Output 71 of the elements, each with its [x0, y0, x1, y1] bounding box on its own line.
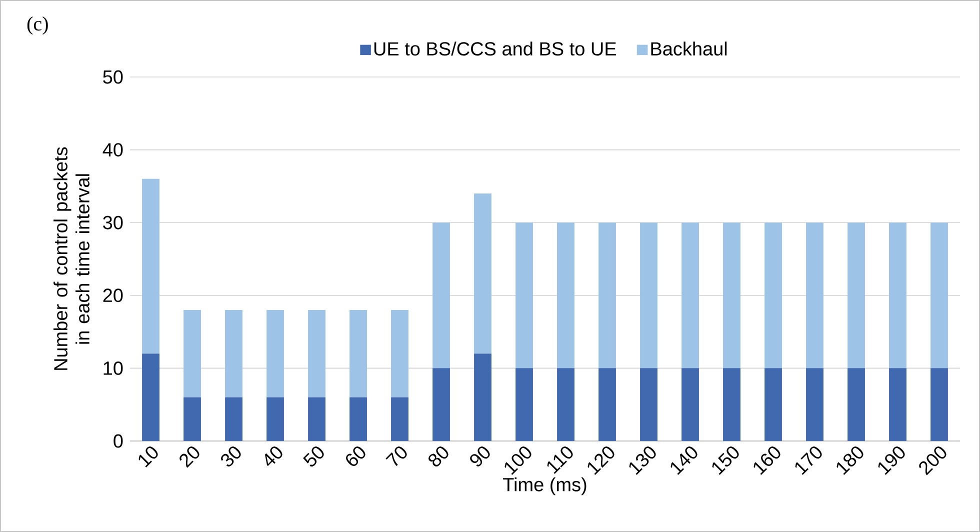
- bar: [598, 222, 616, 368]
- bar: [225, 397, 242, 441]
- bar: [516, 222, 533, 368]
- bar: [557, 368, 574, 441]
- x-tick-label: 170: [795, 446, 822, 475]
- x-tick-label: 100: [504, 446, 532, 475]
- x-tick-label: 130: [629, 446, 656, 475]
- bar: [184, 310, 201, 398]
- x-tick-label: 110: [547, 446, 573, 474]
- y-tick-label: 20: [103, 288, 123, 302]
- bar: [848, 368, 865, 441]
- bar: [266, 397, 284, 441]
- bar: [930, 222, 948, 368]
- bar: [308, 397, 326, 441]
- y-tick-label: 50: [103, 70, 123, 84]
- x-axis-title: Time (ms): [503, 477, 586, 496]
- bar: [350, 310, 367, 398]
- x-tick-label: 140: [670, 446, 698, 475]
- bar: [806, 368, 824, 441]
- bar: [889, 368, 906, 441]
- y-tick-label: 40: [102, 143, 123, 157]
- bar: [806, 222, 824, 368]
- bar: [432, 222, 450, 368]
- x-tick-label: 90: [470, 446, 490, 466]
- x-tick-label: 50: [303, 446, 324, 466]
- x-tick-label: 40: [264, 446, 282, 466]
- x-tick-label: 70: [386, 446, 407, 466]
- x-tick-label: 60: [346, 446, 366, 466]
- bar: [308, 310, 326, 398]
- x-tick-label: 160: [754, 446, 780, 475]
- legend-label: UE to BS/CCS and BS to UE: [374, 42, 616, 56]
- bar: [142, 354, 160, 441]
- legend-label: Backhaul: [651, 42, 727, 56]
- x-tick-label: 10: [138, 446, 158, 468]
- x-tick-label: 200: [919, 446, 946, 476]
- x-tick-label: 30: [221, 446, 241, 466]
- y-tick-label: 30: [103, 216, 123, 230]
- bar: [474, 193, 492, 354]
- bar: [225, 310, 242, 398]
- bar: [889, 222, 906, 368]
- bar: [682, 368, 699, 441]
- bar: [432, 368, 450, 441]
- bar: [184, 397, 201, 441]
- x-tick-label: 120: [588, 446, 614, 475]
- bar: [723, 222, 740, 368]
- y-tick-label: 10: [104, 361, 123, 375]
- x-tick-label: 20: [180, 446, 200, 468]
- x-tick-label: 180: [836, 446, 864, 475]
- bar: [391, 397, 408, 441]
- bar: [764, 368, 782, 441]
- bar: [474, 354, 492, 441]
- bar: [266, 310, 284, 398]
- bar: [640, 222, 658, 368]
- bar: [723, 368, 740, 441]
- y-axis-title: Number of control packets in each time interval: [54, 147, 90, 370]
- bar: [640, 368, 658, 441]
- x-tick-label: 150: [712, 446, 739, 475]
- bar: [682, 222, 699, 368]
- bar: [516, 368, 533, 441]
- bar: [848, 222, 865, 368]
- bar: [598, 368, 616, 441]
- bar: [930, 368, 948, 441]
- text: (c): [27, 16, 48, 35]
- bar: [350, 397, 367, 441]
- y-tick-label: 0: [114, 434, 123, 448]
- bar: [391, 310, 408, 398]
- bar: [142, 178, 160, 354]
- bar: [557, 222, 574, 368]
- bar: [764, 222, 782, 368]
- x-tick-label: 190: [878, 446, 905, 475]
- x-tick-label: 80: [428, 446, 448, 466]
